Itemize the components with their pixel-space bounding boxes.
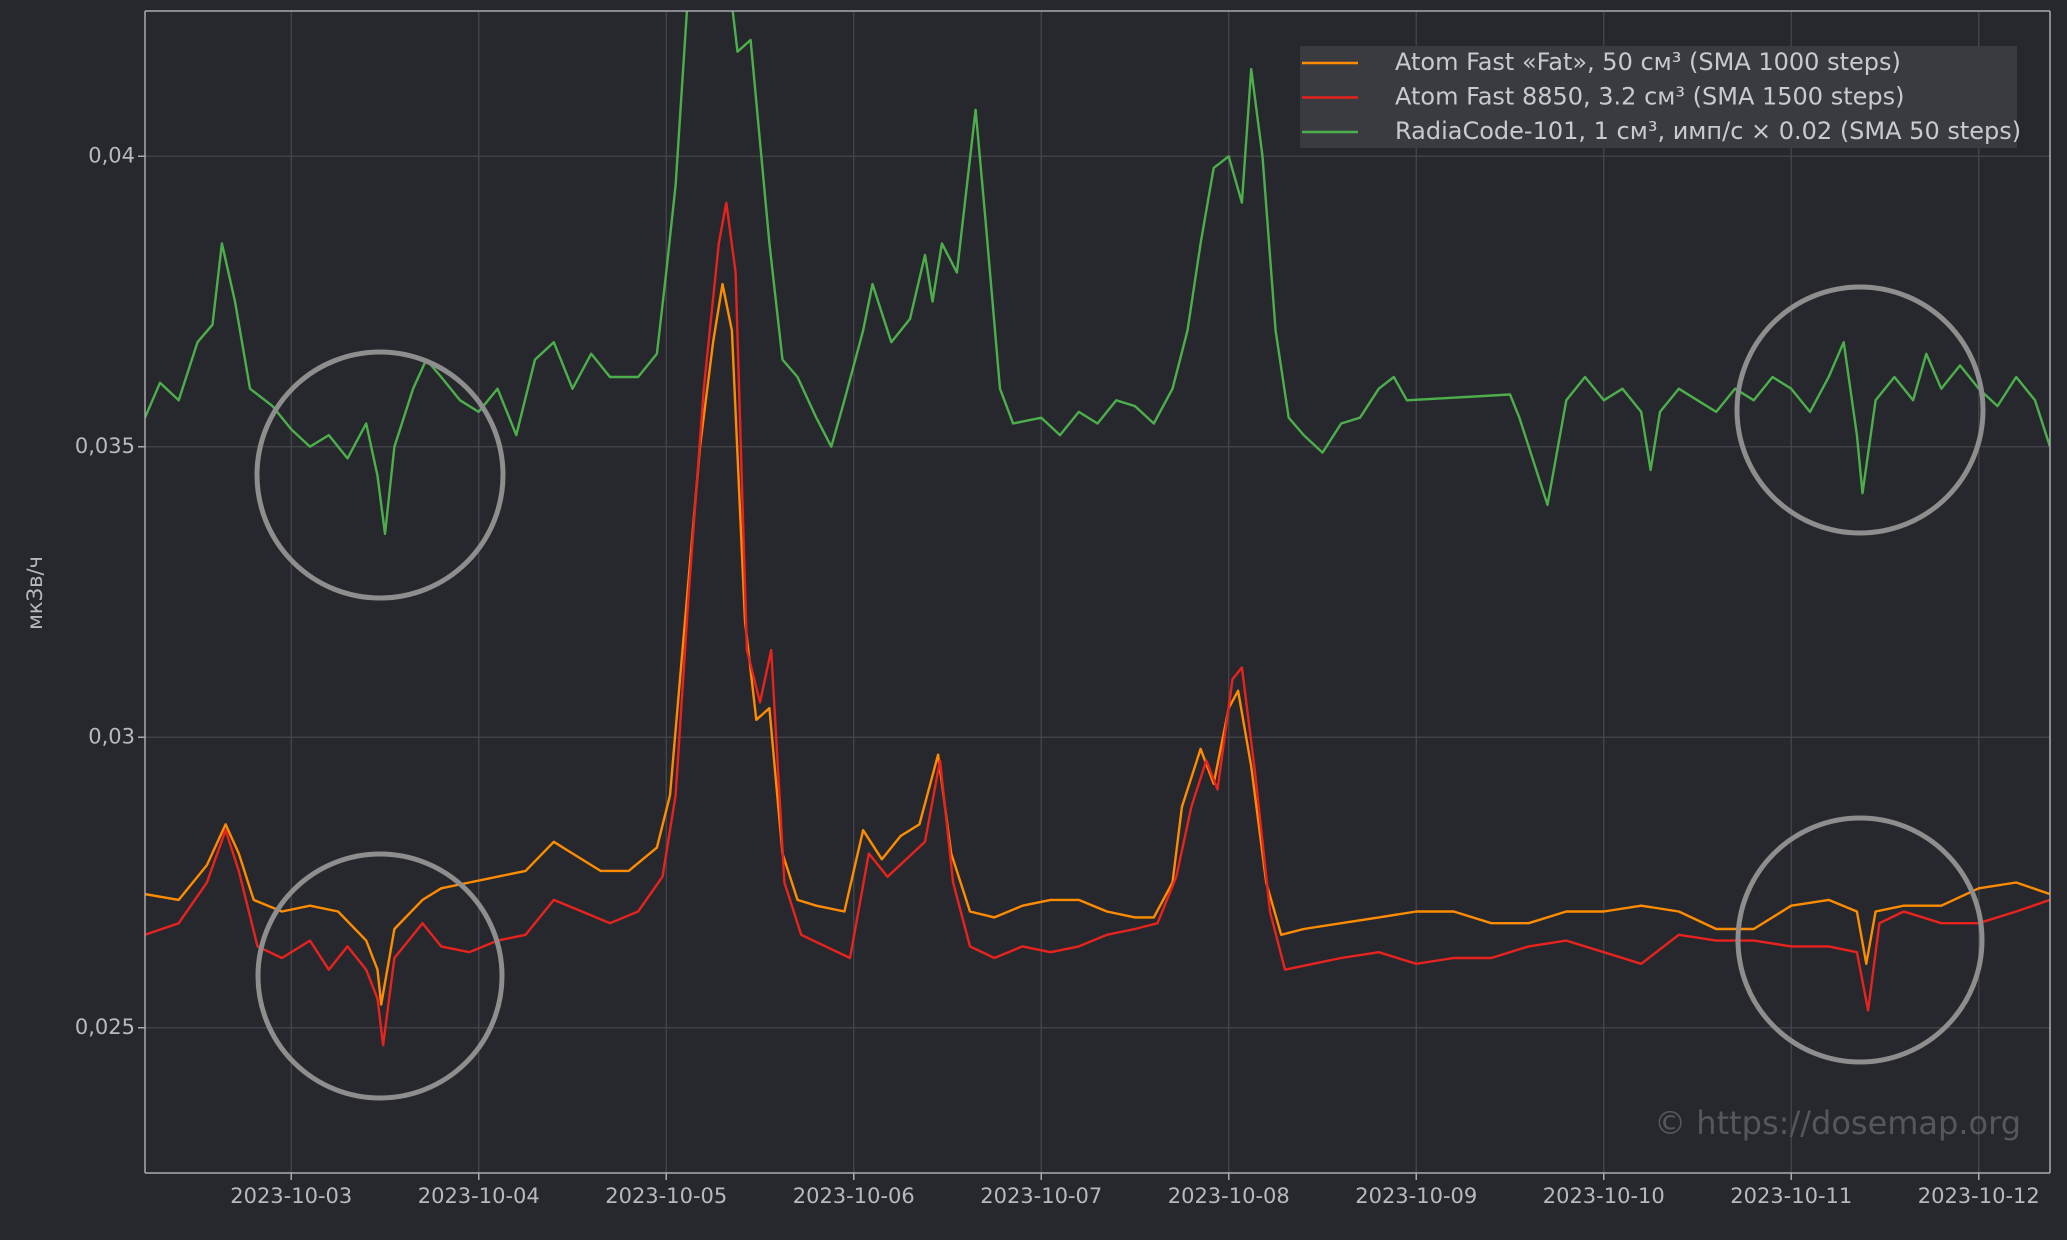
y-axis-title: мкЗв/ч — [23, 556, 47, 630]
series-line — [145, 201, 2050, 1047]
x-tick-label: 2023-10-08 — [1168, 1184, 1290, 1208]
x-tick-label: 2023-10-07 — [980, 1184, 1102, 1208]
x-tick-label: 2023-10-11 — [1730, 1184, 1852, 1208]
legend-label: Atom Fast «Fat», 50 см³ (SMA 1000 steps) — [1395, 48, 1901, 76]
highlight-circle — [255, 851, 505, 1101]
y-tick-label: 0,025 — [75, 1015, 135, 1039]
annotations — [254, 284, 1986, 1101]
x-tick-label: 2023-10-12 — [1918, 1184, 2040, 1208]
x-tick-label: 2023-10-09 — [1355, 1184, 1477, 1208]
x-tick-label: 2023-10-04 — [418, 1184, 540, 1208]
highlight-circle — [254, 349, 506, 601]
y-tick-label: 0,035 — [75, 434, 135, 458]
legend: Atom Fast «Fat», 50 см³ (SMA 1000 steps)… — [1302, 48, 2021, 145]
x-tick-label: 2023-10-05 — [605, 1184, 727, 1208]
legend-box — [1300, 46, 2017, 148]
legend-label: RadiaCode-101, 1 см³, имп/с × 0.02 (SMA … — [1395, 117, 2021, 145]
y-tick-label: 0,04 — [88, 143, 135, 167]
x-tick-label: 2023-10-03 — [230, 1184, 352, 1208]
highlight-circle — [1735, 815, 1985, 1065]
x-tick-label: 2023-10-10 — [1543, 1184, 1665, 1208]
y-tick-label: 0,03 — [88, 724, 135, 748]
grid — [145, 11, 2050, 1173]
legend-label: Atom Fast 8850, 3.2 см³ (SMA 1500 steps) — [1395, 83, 1904, 111]
watermark: © https://dosemap.org — [1654, 1104, 2021, 1142]
highlight-circle — [1734, 284, 1986, 536]
x-tick-label: 2023-10-06 — [793, 1184, 915, 1208]
